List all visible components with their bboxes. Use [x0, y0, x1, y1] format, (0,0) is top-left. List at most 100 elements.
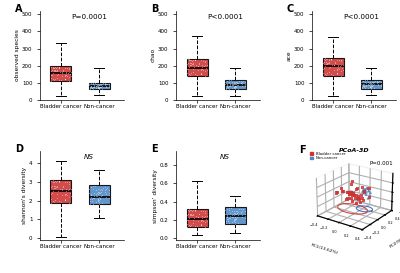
Point — [54, 179, 60, 183]
Point — [184, 74, 190, 78]
Point — [62, 77, 68, 81]
Point — [64, 193, 70, 197]
Point — [54, 73, 60, 77]
Point — [103, 187, 110, 191]
Point — [90, 195, 96, 200]
Point — [90, 81, 96, 85]
Point — [103, 192, 110, 196]
Point — [88, 195, 94, 199]
Point — [186, 212, 193, 216]
Point — [97, 187, 104, 191]
Point — [198, 71, 204, 76]
Point — [232, 215, 239, 219]
Point — [184, 212, 190, 217]
Point — [96, 198, 102, 203]
Point — [338, 63, 344, 67]
Point — [195, 219, 202, 223]
Point — [48, 69, 54, 73]
Point — [203, 66, 210, 70]
Point — [239, 208, 246, 213]
Point — [199, 63, 205, 67]
Point — [192, 208, 198, 212]
Point — [103, 82, 110, 86]
Point — [190, 61, 196, 65]
Point — [62, 73, 69, 77]
Point — [238, 79, 244, 83]
Point — [64, 66, 70, 70]
Point — [225, 219, 232, 223]
Point — [50, 66, 57, 70]
Point — [90, 186, 96, 191]
Point — [240, 79, 246, 84]
Point — [90, 85, 96, 89]
Point — [331, 60, 338, 64]
Point — [48, 68, 55, 72]
Point — [201, 215, 207, 219]
Point — [223, 219, 230, 223]
Point — [190, 208, 196, 213]
Point — [368, 83, 375, 88]
Point — [360, 82, 366, 86]
Point — [231, 208, 237, 213]
Point — [377, 84, 384, 88]
Point — [68, 74, 74, 78]
Text: P=0.0001: P=0.0001 — [71, 14, 107, 20]
Point — [50, 68, 57, 72]
Point — [61, 197, 68, 202]
Point — [92, 192, 99, 197]
Point — [58, 200, 64, 204]
Point — [95, 199, 101, 203]
Point — [340, 68, 346, 72]
Point — [369, 80, 376, 84]
Point — [88, 192, 94, 196]
Point — [371, 80, 377, 85]
Point — [50, 78, 57, 82]
Point — [94, 190, 101, 194]
Point — [198, 209, 204, 213]
Point — [232, 84, 239, 88]
Point — [323, 62, 330, 66]
Point — [92, 81, 98, 85]
Point — [187, 62, 194, 67]
Point — [202, 73, 209, 78]
Point — [321, 60, 327, 64]
Point — [186, 208, 193, 213]
Point — [230, 215, 236, 219]
Point — [55, 71, 61, 76]
Point — [378, 82, 384, 87]
Point — [370, 82, 377, 87]
Point — [96, 191, 102, 195]
Point — [50, 179, 57, 184]
Point — [239, 82, 246, 87]
Point — [56, 180, 62, 184]
Point — [95, 82, 101, 86]
Point — [202, 63, 208, 67]
Point — [187, 213, 194, 217]
Point — [229, 209, 235, 213]
Point — [229, 220, 235, 224]
Point — [54, 191, 60, 196]
Point — [369, 81, 375, 86]
Point — [370, 86, 377, 90]
Point — [194, 224, 200, 229]
Point — [50, 198, 56, 203]
Point — [230, 81, 237, 85]
Point — [196, 61, 202, 66]
Point — [234, 215, 240, 219]
Point — [367, 80, 373, 84]
Point — [340, 63, 346, 67]
Point — [49, 189, 56, 193]
Point — [325, 58, 332, 62]
Point — [365, 85, 371, 90]
Point — [227, 211, 233, 216]
Point — [197, 71, 204, 75]
Text: E: E — [151, 144, 158, 154]
Point — [321, 66, 328, 70]
Point — [328, 57, 334, 61]
Point — [58, 78, 64, 82]
Point — [53, 66, 60, 70]
Point — [234, 221, 241, 225]
Point — [334, 66, 340, 71]
Point — [188, 58, 194, 62]
Point — [330, 63, 337, 68]
